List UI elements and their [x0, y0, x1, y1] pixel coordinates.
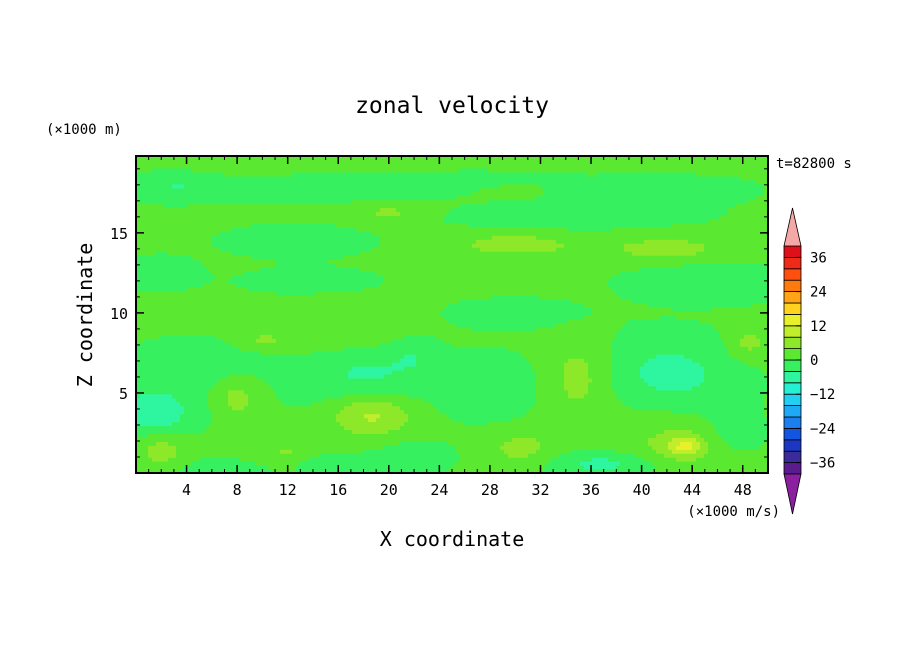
y-tick-label: 5 — [119, 385, 128, 403]
contour-field — [136, 156, 768, 473]
colorbar-bin — [783, 313, 802, 327]
colorbar-tick-label: 12 — [810, 319, 827, 335]
colorbar-bin — [783, 405, 802, 418]
x-tick-label: 24 — [430, 481, 448, 499]
y-tick-label: 10 — [110, 305, 128, 323]
colorbar-tick-label: 24 — [810, 285, 827, 301]
y-axis: 5 10 15 — [110, 168, 768, 458]
colorbar-tick-label: 36 — [810, 250, 827, 266]
colorbar-bin — [783, 279, 802, 293]
colorbar-over-triangle — [783, 207, 802, 247]
x-tick-label: 44 — [683, 481, 701, 499]
colorbar-under-triangle — [783, 473, 802, 515]
colorbar-bin — [783, 462, 802, 475]
x-tick-label: 36 — [582, 481, 600, 499]
colorbar-bin — [783, 256, 802, 270]
colorbar-bin — [783, 427, 802, 441]
colorbar-bin — [783, 325, 802, 338]
x-tick-label: 28 — [481, 481, 499, 499]
x-tick-label: 12 — [279, 481, 297, 499]
y-axis-label: Z coordinate — [73, 243, 97, 388]
colorbar-tick-label: −12 — [810, 387, 835, 403]
x-axis-label: X coordinate — [380, 527, 525, 551]
chart-title: zonal velocity — [355, 93, 549, 119]
time-label: t=82800 s — [776, 156, 852, 172]
x-tick-label: 48 — [734, 481, 752, 499]
x-tick-label: 4 — [182, 481, 191, 499]
colorbar-bin — [783, 268, 802, 281]
x-tick-label: 20 — [380, 481, 398, 499]
colorbar-bin — [783, 393, 802, 407]
colorbar-bin — [783, 370, 802, 384]
colorbar-bin — [783, 348, 802, 361]
colorbar-bin — [783, 416, 802, 429]
colorbar-bin — [783, 302, 802, 315]
x-unit-label: (×1000 m/s) — [687, 504, 780, 520]
colorbar-tick-label: −36 — [810, 456, 835, 472]
colorbar-tick-label: −24 — [810, 421, 835, 437]
colorbar-bin — [783, 439, 802, 452]
colorbar-bin — [783, 450, 802, 464]
x-tick-label: 32 — [531, 481, 549, 499]
y-unit-label: (×1000 m) — [46, 122, 122, 138]
x-tick-label: 16 — [329, 481, 347, 499]
x-tick-label: 8 — [233, 481, 242, 499]
colorbar-bin — [783, 359, 802, 372]
colorbar-bin — [783, 245, 802, 258]
x-tick-label: 40 — [633, 481, 651, 499]
colorbar-bin — [783, 291, 802, 304]
colorbar-bin — [783, 336, 802, 350]
colorbar-bin — [783, 382, 802, 395]
x-axis: 4 8 12 16 20 24 28 32 36 40 44 48 — [148, 156, 756, 499]
colorbar-tick-label: 0 — [810, 353, 818, 369]
y-tick-label: 15 — [110, 225, 128, 243]
colorbar: 36 24 12 0 −12 −24 −36 — [783, 207, 835, 515]
